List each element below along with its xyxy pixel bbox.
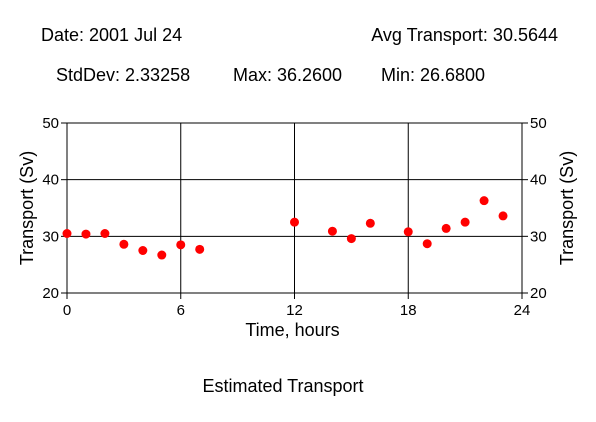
x-tick-label-24: 24 — [514, 302, 531, 319]
y-tick-label-right-30: 30 — [530, 228, 547, 245]
grid-lines — [67, 123, 522, 293]
data-point — [138, 246, 148, 255]
y-tick-label-right-40: 40 — [530, 172, 547, 189]
data-point — [441, 223, 451, 233]
data-point — [157, 250, 167, 260]
date-label: Date: 2001 Jul 24 — [41, 25, 183, 45]
y-tick-label-left-20: 20 — [42, 285, 59, 302]
data-point — [327, 226, 337, 236]
data-point — [62, 229, 72, 238]
axis-ticks — [61, 122, 528, 299]
data-point — [403, 227, 413, 237]
min-label: Min: 26.6800 — [381, 65, 486, 85]
data-point — [479, 196, 489, 206]
y-tick-label-right-50: 50 — [530, 115, 547, 132]
x-tick-label-12: 12 — [286, 302, 303, 319]
data-point — [290, 217, 299, 227]
data-point — [422, 239, 432, 249]
data-points — [62, 196, 508, 260]
stddev-label: StdDev: 2.33258 — [56, 65, 191, 85]
data-point — [346, 234, 356, 244]
data-point — [100, 229, 110, 238]
x-axis-label: Time, hours — [245, 320, 339, 340]
x-tick-label-0: 0 — [63, 302, 71, 319]
data-point — [119, 239, 129, 249]
data-point — [195, 244, 205, 254]
data-point — [176, 240, 186, 250]
x-tick-label-6: 6 — [177, 302, 185, 319]
y-tick-label-left-50: 50 — [42, 115, 59, 132]
max-label: Max: 36.2600 — [233, 65, 343, 85]
data-point — [365, 218, 375, 228]
chart-caption: Estimated Transport — [202, 376, 364, 396]
y-tick-label-right-20: 20 — [530, 285, 547, 302]
data-point — [460, 217, 470, 227]
y-tick-label-left-30: 30 — [42, 228, 59, 245]
avg-transport-label: Avg Transport: 30.5644 — [371, 25, 558, 45]
x-tick-label-18: 18 — [400, 302, 417, 319]
data-point — [81, 229, 91, 239]
y-axis-label-right: Transport (Sv) — [557, 151, 577, 265]
y-axis-label-left: Transport (Sv) — [17, 151, 37, 265]
data-point — [498, 211, 508, 221]
y-tick-label-left-40: 40 — [42, 172, 59, 189]
